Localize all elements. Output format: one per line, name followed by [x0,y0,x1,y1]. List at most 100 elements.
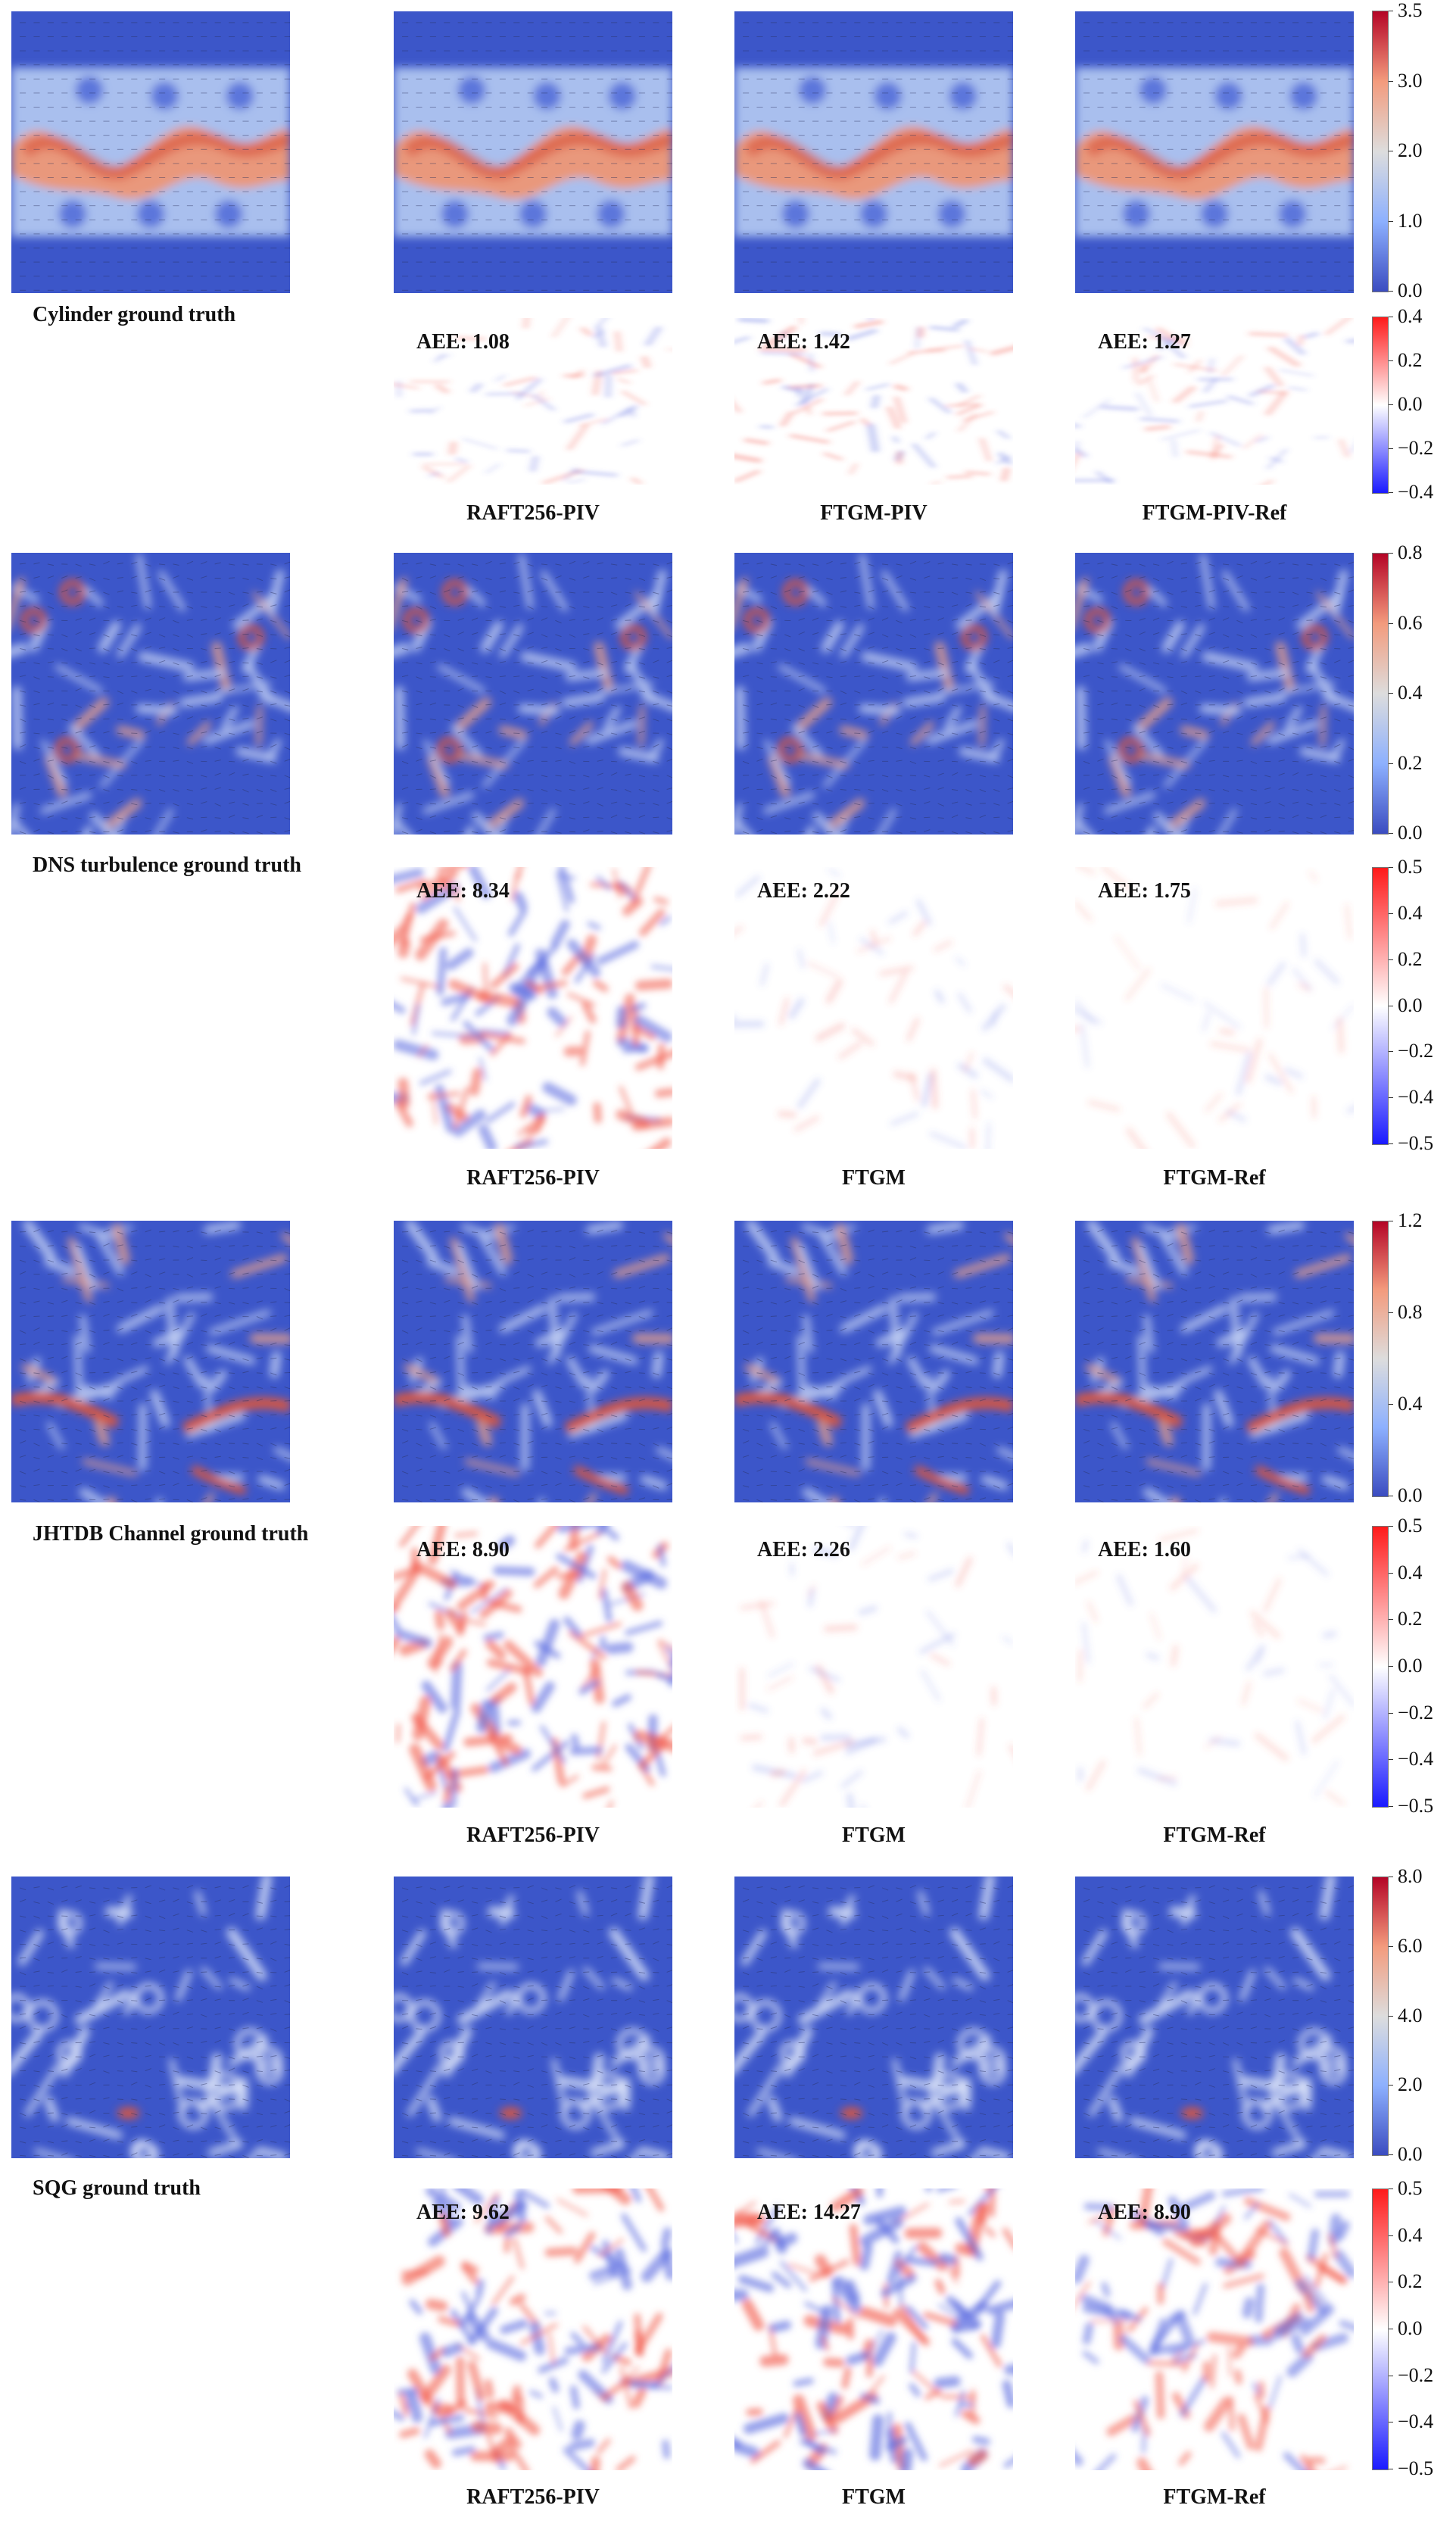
aee-label: AEE: 1.27 [1098,330,1191,354]
aee-label: AEE: 1.75 [1098,879,1191,903]
colorbar-tick-mark [1389,1712,1393,1714]
aee-label: AEE: 2.26 [757,1538,850,1561]
velocity-magnitude-map [734,553,1013,835]
predicted-field-cylinder-0 [394,11,672,293]
predicted-field-jhtdb-0 [394,1221,672,1502]
colorbar-tick-label: −0.2 [1398,1040,1434,1062]
colorbar-tick-label: 2.0 [1398,139,1423,161]
colorbar-tick-mark [1389,1051,1393,1053]
ground-truth-caption: SQG ground truth [33,2176,201,2200]
colorbar-tick-label: −0.4 [1398,1086,1434,1109]
colorbar-tick-label: 0.0 [1398,822,1423,844]
velocity-magnitude-map [734,1221,1013,1502]
ground-truth-caption: DNS turbulence ground truth [33,853,301,877]
velocity-colorbar [1372,11,1389,292]
error-map [1075,867,1354,1149]
colorbar-tick-mark [1389,763,1393,764]
velocity-magnitude-map [734,1877,1013,2158]
colorbar-tick-mark [1389,1526,1393,1527]
predicted-field-sqg-0 [394,1877,672,2158]
velocity-magnitude-map [11,1877,290,2158]
aee-label: AEE: 1.60 [1098,1538,1191,1561]
colorbar-tick-label: 0.4 [1398,901,1423,924]
colorbar-tick-mark [1389,492,1393,493]
colorbar-tick-label: 0.0 [1398,393,1423,415]
colorbar-tick-mark [1389,360,1393,361]
error-field-cylinder-0: AEE: 1.08 [394,318,672,485]
method-caption: FTGM-Ref [1163,1166,1266,1190]
velocity-magnitude-map [1075,1877,1354,2158]
error-map [734,2189,1013,2470]
colorbar-tick-mark [1389,291,1393,292]
error-field-sqg-2: AEE: 8.90 [1075,2189,1354,2470]
aee-label: AEE: 9.62 [416,2201,510,2224]
colorbar-tick-mark [1389,1945,1393,1947]
error-map [394,318,672,485]
colorbar-tick-label: 0.2 [1398,2270,1423,2293]
error-field-jhtdb-2: AEE: 1.60 [1075,1526,1354,1808]
error-map [1075,318,1354,485]
predicted-field-jhtdb-2 [1075,1221,1354,1502]
colorbar-tick-mark [1389,2085,1393,2086]
colorbar-tick-label: 3.0 [1398,69,1423,92]
predicted-field-cylinder-1 [734,11,1013,293]
error-field-sqg-0: AEE: 9.62 [394,2189,672,2470]
colorbar-tick-mark [1389,1572,1393,1574]
ground-truth-field-jhtdb [11,1221,290,1502]
method-caption: FTGM-Ref [1163,2485,1266,2509]
colorbar-tick-label: 0.6 [1398,611,1423,634]
predicted-field-sqg-2 [1075,1877,1354,2158]
error-map [734,318,1013,485]
velocity-magnitude-map [1075,553,1354,835]
predicted-field-sqg-1 [734,1877,1013,2158]
colorbar-tick-label: 3.5 [1398,0,1423,21]
colorbar-tick-label: 0.8 [1398,1301,1423,1323]
predicted-field-dns-1 [734,553,1013,835]
error-field-dns-1: AEE: 2.22 [734,867,1013,1149]
colorbar-tick-mark [1389,833,1393,834]
velocity-magnitude-map [11,553,290,835]
method-caption: RAFT256-PIV [466,1166,600,1190]
error-colorbar [1372,317,1389,494]
colorbar-tick-mark [1389,404,1393,405]
colorbar-tick-label: 0.0 [1398,1655,1423,1677]
error-map [394,2189,672,2470]
colorbar-tick-label: 0.0 [1398,2317,1423,2339]
error-map [394,867,672,1149]
colorbar-tick-mark [1389,1759,1393,1761]
colorbar-tick-label: 2.0 [1398,2073,1423,2096]
velocity-magnitude-map [734,11,1013,293]
colorbar-tick-label: 0.8 [1398,541,1423,563]
colorbar-tick-label: 8.0 [1398,1865,1423,1887]
velocity-colorbar [1372,553,1389,835]
colorbar-tick-mark [1389,1097,1393,1099]
error-field-jhtdb-1: AEE: 2.26 [734,1526,1013,1808]
colorbar-tick-label: 0.5 [1398,856,1423,878]
velocity-magnitude-map [394,1221,672,1502]
error-field-jhtdb-0: AEE: 8.90 [394,1526,672,1808]
colorbar-tick-label: −0.4 [1398,1748,1434,1770]
error-field-cylinder-1: AEE: 1.42 [734,318,1013,485]
method-caption: RAFT256-PIV [466,501,600,525]
colorbar-tick-label: 0.2 [1398,1608,1423,1630]
colorbar-tick-mark [1389,959,1393,960]
colorbar-tick-label: 0.4 [1398,1561,1423,1583]
velocity-magnitude-map [394,1877,672,2158]
ground-truth-field-cylinder [11,11,290,293]
predicted-field-dns-0 [394,553,672,835]
velocity-colorbar [1372,1877,1389,2156]
ground-truth-caption: Cylinder ground truth [33,303,236,326]
velocity-magnitude-map [1075,1221,1354,1502]
error-field-cylinder-2: AEE: 1.27 [1075,318,1354,485]
colorbar-tick-label: 4.0 [1398,2004,1423,2026]
error-map [1075,2189,1354,2470]
error-map [1075,1526,1354,1808]
colorbar-tick-label: 0.4 [1398,305,1423,327]
colorbar-tick-mark [1389,2015,1393,2017]
method-caption: RAFT256-PIV [466,1823,600,1847]
colorbar-tick-mark [1389,2154,1393,2155]
colorbar-tick-label: 0.5 [1398,1515,1423,1536]
colorbar-tick-mark [1389,553,1393,554]
aee-label: AEE: 1.42 [757,330,850,354]
colorbar-tick-mark [1389,1312,1393,1313]
